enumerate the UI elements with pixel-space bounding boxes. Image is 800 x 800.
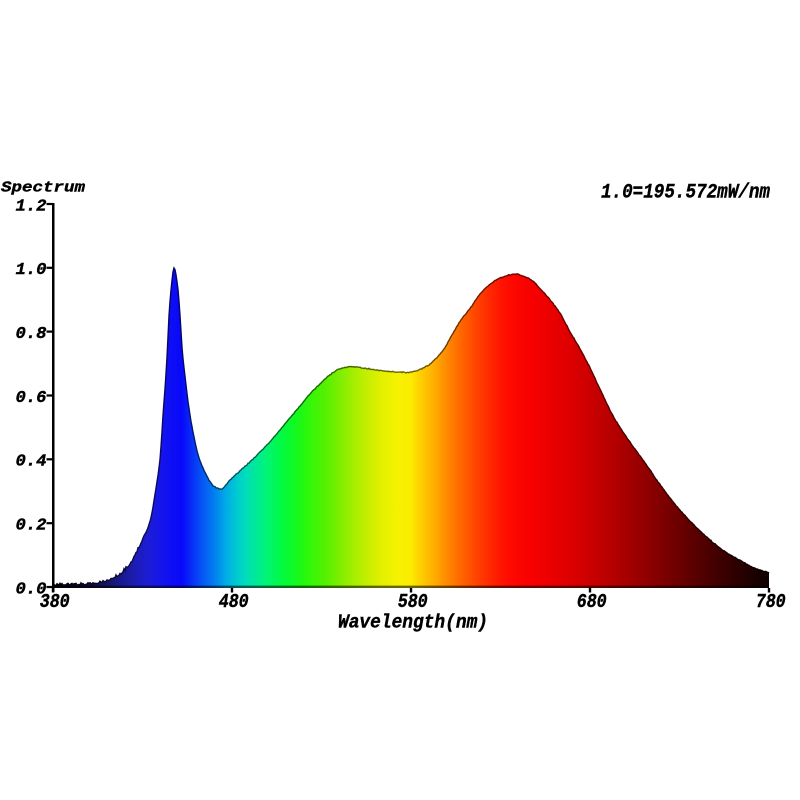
svg-text:680: 680 xyxy=(577,591,607,613)
svg-text:1.0: 1.0 xyxy=(16,261,47,280)
svg-text:0.8: 0.8 xyxy=(16,325,47,344)
svg-text:0.6: 0.6 xyxy=(16,389,47,408)
svg-text:780: 780 xyxy=(756,591,786,613)
svg-text:0.2: 0.2 xyxy=(16,517,47,536)
svg-text:Wavelength(nm): Wavelength(nm) xyxy=(338,612,488,634)
svg-text:1.0=195.572mW/nm: 1.0=195.572mW/nm xyxy=(601,182,771,205)
svg-text:580: 580 xyxy=(398,591,428,613)
svg-text:0.0: 0.0 xyxy=(16,580,47,599)
svg-text:380: 380 xyxy=(40,591,70,613)
svg-text:1.2: 1.2 xyxy=(16,197,47,216)
svg-text:480: 480 xyxy=(219,591,249,613)
svg-text:Spectrum: Spectrum xyxy=(1,179,85,196)
svg-text:0.4: 0.4 xyxy=(16,453,47,472)
